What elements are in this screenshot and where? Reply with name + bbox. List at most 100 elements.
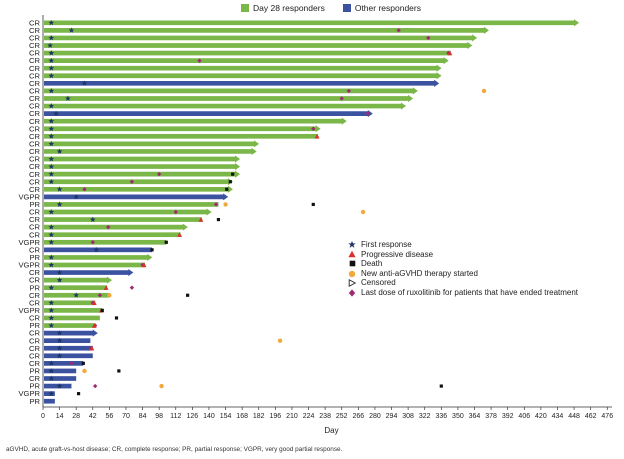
patient-bar — [44, 217, 202, 222]
patient-bar — [44, 232, 181, 238]
patient-bar — [44, 50, 451, 56]
death-marker — [228, 180, 232, 184]
death-marker — [164, 240, 168, 244]
first-response-marker — [48, 314, 55, 321]
x-axis-label: Day — [324, 426, 338, 435]
x-tick-label: 210 — [286, 413, 298, 420]
first-response-marker — [48, 239, 55, 245]
first-response-marker — [48, 133, 55, 139]
x-tick-label: 336 — [435, 413, 447, 420]
row-label: CR — [29, 34, 40, 43]
row-label: CR — [29, 132, 40, 141]
first-response-marker — [48, 72, 55, 79]
x-tick-label: 392 — [502, 413, 514, 420]
first-response-marker — [48, 34, 55, 41]
progressive-disease-marker — [91, 323, 97, 328]
x-tick-label: 364 — [469, 413, 481, 420]
ruxolitinib-last-dose-marker — [339, 96, 344, 101]
footnote: aGVHD, acute graft-vs-host disease; CR, … — [6, 446, 343, 453]
row-label: PR — [29, 321, 40, 330]
progressive-disease-marker — [89, 345, 95, 351]
patient-bar — [44, 185, 233, 193]
first-response-marker — [48, 360, 55, 366]
first-response-marker — [48, 322, 55, 328]
death-marker — [231, 172, 235, 176]
first-response-marker — [56, 383, 63, 389]
row-label: CR — [29, 124, 40, 133]
death-marker — [186, 293, 190, 297]
death-marker — [216, 217, 221, 222]
death-marker — [114, 316, 119, 320]
legend-event-label: Progressive disease — [361, 249, 434, 259]
x-tick-label: 420 — [535, 413, 547, 420]
x-tick-label: 0 — [41, 413, 45, 420]
ruxolitinib-last-dose-marker — [92, 383, 98, 389]
ruxolitinib-last-dose-marker — [105, 224, 111, 230]
patient-bar — [44, 64, 442, 72]
death-marker — [117, 369, 121, 373]
row-label: CR — [29, 268, 40, 277]
patient-bar — [44, 383, 72, 389]
x-tick-label: 448 — [568, 413, 580, 420]
patient-bar — [44, 376, 77, 381]
legend-event-label: New anti-aGVHD therapy started — [361, 268, 478, 278]
anti-therapy-marker — [277, 338, 283, 343]
ruxolitinib-last-dose-marker — [97, 293, 103, 298]
x-tick-label: 56 — [105, 413, 113, 420]
patient-bar — [44, 133, 319, 139]
patient-bar — [44, 276, 113, 284]
square-icon — [348, 259, 356, 268]
first-response-marker — [48, 125, 55, 132]
patient-bar — [44, 300, 96, 306]
patient-bar — [44, 315, 100, 321]
patient-bar — [44, 398, 55, 404]
patient-bar — [44, 117, 347, 125]
legend-swatch-day28 — [241, 4, 249, 12]
ruxolitinib-last-dose-marker — [173, 209, 178, 215]
patient-bar — [44, 147, 257, 155]
row-label: CR — [29, 71, 40, 80]
row-label: CR — [29, 26, 40, 35]
first-response-marker — [48, 171, 55, 177]
first-response-marker — [48, 57, 55, 64]
first-response-marker — [48, 299, 55, 306]
legend-event-death: Death — [348, 259, 578, 269]
anti-therapy-marker — [82, 368, 87, 374]
x-tick-label: 462 — [585, 413, 597, 420]
patient-bar — [44, 239, 167, 245]
patient-bar — [44, 72, 442, 80]
patient-bar — [44, 125, 321, 133]
progressive-disease-marker — [314, 133, 320, 139]
first-response-marker — [48, 367, 55, 374]
first-response-marker — [56, 186, 63, 192]
first-response-marker — [89, 216, 96, 222]
first-response-marker — [48, 87, 55, 94]
first-response-marker — [48, 284, 55, 291]
row-label: CR — [29, 147, 40, 156]
x-tick-label: 294 — [386, 413, 398, 420]
row-label: CR — [29, 94, 40, 103]
first-response-marker — [48, 163, 55, 170]
patient-bar — [44, 285, 108, 291]
x-tick-label: 14 — [56, 413, 64, 420]
x-tick-label: 252 — [336, 413, 348, 420]
row-label: PR — [29, 367, 40, 376]
diamond-icon — [348, 288, 356, 297]
progressive-disease-marker — [198, 217, 204, 222]
row-label: VGPR — [18, 306, 40, 315]
row-label: CR — [29, 155, 40, 164]
x-tick-label: 84 — [139, 413, 147, 420]
row-label: CR — [29, 276, 40, 285]
row-label: CR — [29, 245, 40, 254]
legend-label-day28: Day 28 responders — [253, 3, 325, 13]
row-label: CR — [29, 298, 40, 307]
first-response-marker — [48, 50, 55, 56]
first-response-marker — [48, 390, 55, 397]
triangle-icon — [348, 250, 356, 259]
patient-bar — [44, 338, 91, 344]
row-label: CR — [29, 18, 40, 27]
legend-event-censored: Censored — [348, 278, 578, 288]
row-label: CR — [29, 208, 40, 217]
first-response-marker — [56, 352, 63, 359]
first-response-marker — [73, 193, 80, 200]
